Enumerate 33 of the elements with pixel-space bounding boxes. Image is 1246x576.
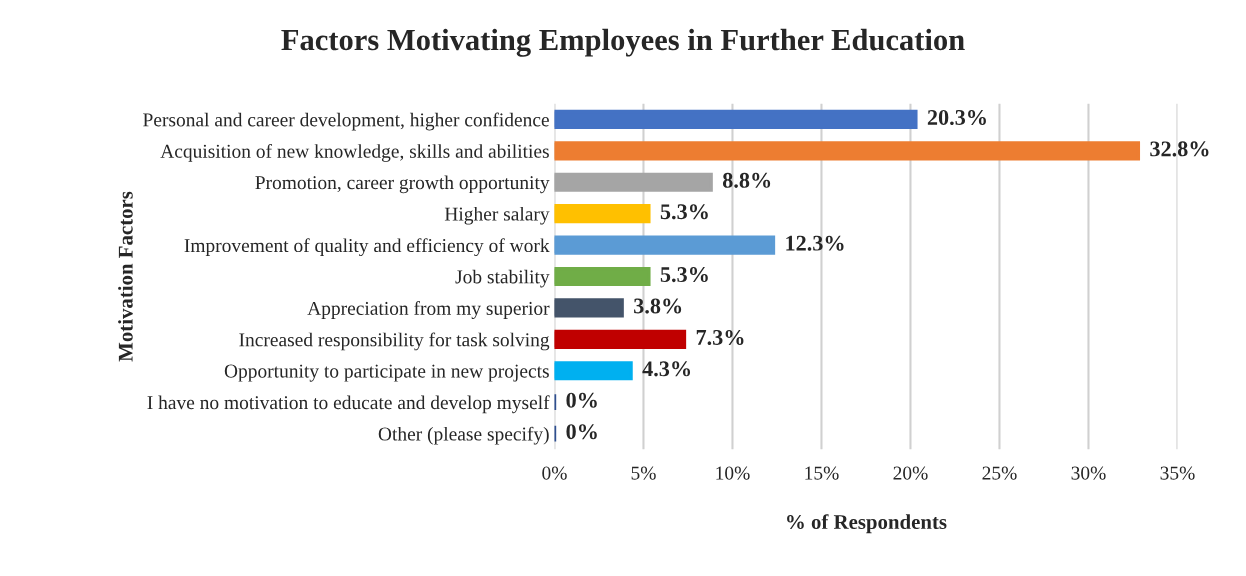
data-label: 20.3% — [927, 109, 986, 126]
data-label: 4.3% — [642, 361, 691, 377]
y-tick-label: Increased responsibility for task solving — [239, 332, 550, 351]
data-label: 3.8% — [634, 298, 682, 314]
y-tick-label: Promotion, career growth opportunity — [255, 175, 550, 194]
y-tick-label: Opportunity to participate in new projects — [224, 364, 549, 382]
x-tick-label: 10% — [716, 466, 750, 480]
y-tick-label: Higher salary — [444, 206, 550, 225]
data-label: 0% — [566, 392, 597, 408]
data-label: 0% — [566, 424, 597, 440]
chart-title: Factors Motivating Employees in Further Education — [281, 28, 965, 57]
x-tick-label: 30% — [1071, 466, 1106, 480]
data-label: 7.3% — [696, 329, 744, 345]
y-tick-label: Job stability — [455, 269, 550, 288]
data-label: 8.8% — [722, 172, 771, 188]
x-axis-title: % of Respondents — [787, 514, 947, 534]
y-axis-title: Motivation Factors — [118, 191, 133, 362]
x-tick-label: 35% — [1160, 466, 1195, 480]
data-label: 5.3% — [660, 267, 708, 283]
y-tick-label: Other (please specify) — [378, 426, 549, 445]
y-tick-label: Personal and career development, higher confidence — [143, 112, 549, 131]
y-tick-label: Appreciation from my superior — [307, 301, 550, 319]
data-label: 5.3% — [660, 204, 708, 220]
x-tick-label: 5% — [631, 466, 656, 480]
x-tick-label: 25% — [982, 466, 1017, 480]
y-tick-label: Acquisition of new knowledge, skills and abilities — [160, 143, 549, 162]
x-tick-label: 15% — [805, 466, 839, 480]
x-tick-label: 20% — [893, 466, 928, 480]
data-label: 32.8% — [1150, 141, 1209, 157]
data-label: 12.3% — [786, 235, 844, 251]
x-tick-label: 0% — [542, 466, 567, 480]
y-tick-label: I have no motivation to educate and develop myself — [147, 395, 550, 414]
y-tick-label: Improvement of quality and efficiency of work — [184, 238, 550, 257]
